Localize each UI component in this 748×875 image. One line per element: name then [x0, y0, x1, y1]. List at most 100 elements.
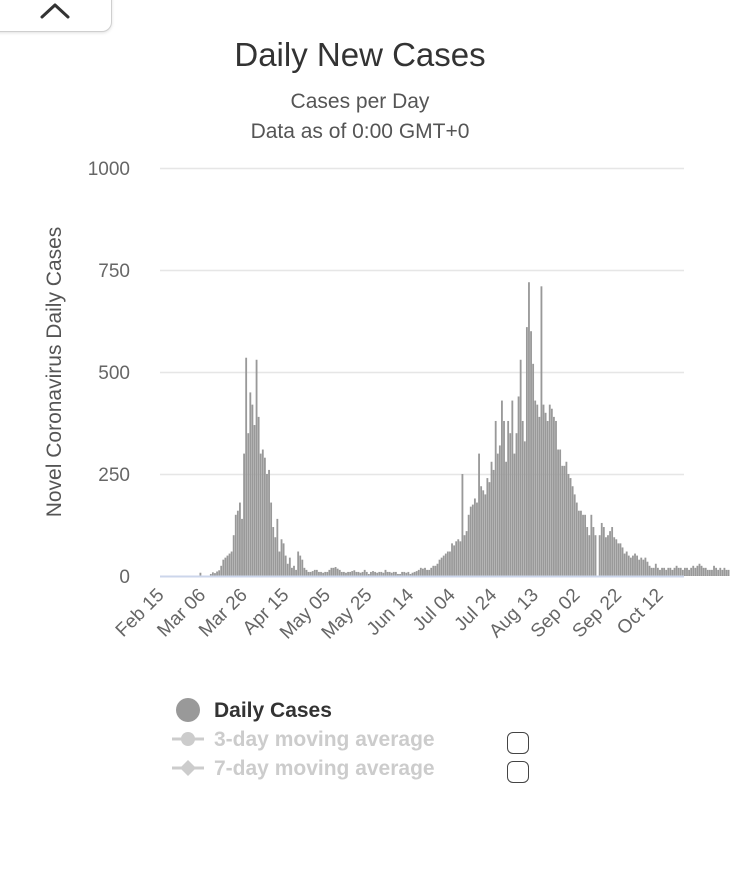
- daily-cases-bar[interactable]: [640, 557, 643, 576]
- daily-cases-bar[interactable]: [332, 567, 335, 576]
- daily-cases-bar[interactable]: [382, 572, 385, 576]
- daily-cases-bar[interactable]: [413, 571, 416, 576]
- daily-cases-bar[interactable]: [611, 527, 614, 576]
- daily-cases-bar[interactable]: [532, 363, 535, 576]
- daily-cases-bar[interactable]: [446, 551, 449, 576]
- daily-cases-bar[interactable]: [613, 537, 616, 576]
- daily-cases-bar[interactable]: [313, 569, 316, 576]
- daily-cases-bar[interactable]: [270, 502, 273, 576]
- daily-cases-bar[interactable]: [715, 567, 718, 576]
- daily-cases-bar[interactable]: [293, 565, 295, 576]
- daily-cases-bar[interactable]: [465, 531, 468, 576]
- daily-cases-bar[interactable]: [659, 569, 661, 576]
- daily-cases-bar[interactable]: [648, 565, 651, 576]
- daily-cases-bar[interactable]: [453, 545, 456, 576]
- daily-cases-bar[interactable]: [461, 474, 464, 576]
- daily-cases-bar[interactable]: [656, 567, 659, 576]
- daily-cases-bar[interactable]: [646, 561, 649, 576]
- daily-cases-bar[interactable]: [484, 494, 487, 576]
- daily-cases-bar[interactable]: [307, 571, 310, 576]
- daily-cases-bar[interactable]: [604, 537, 607, 576]
- daily-cases-bar[interactable]: [426, 569, 428, 576]
- daily-cases-bar[interactable]: [367, 573, 370, 576]
- daily-cases-bar[interactable]: [430, 567, 433, 576]
- daily-cases-bar[interactable]: [355, 571, 358, 576]
- daily-cases-bar[interactable]: [211, 572, 214, 576]
- daily-cases-bar[interactable]: [347, 571, 349, 576]
- daily-cases-bar[interactable]: [357, 571, 360, 576]
- daily-cases-bar[interactable]: [669, 567, 672, 576]
- daily-cases-bar[interactable]: [654, 563, 657, 576]
- daily-cases-bar[interactable]: [681, 569, 684, 576]
- daily-cases-bar[interactable]: [451, 543, 453, 576]
- daily-cases-bar[interactable]: [315, 569, 318, 576]
- daily-cases-bar[interactable]: [694, 567, 697, 576]
- daily-cases-bar[interactable]: [432, 565, 435, 576]
- daily-cases-bar[interactable]: [673, 567, 676, 576]
- legend-item-3-day-average[interactable]: 3-day moving average: [172, 725, 552, 754]
- daily-cases-bar[interactable]: [297, 551, 300, 576]
- daily-cases-bar[interactable]: [563, 465, 566, 576]
- daily-cases-bar[interactable]: [478, 453, 480, 576]
- daily-cases-bar[interactable]: [434, 565, 437, 576]
- daily-cases-bar[interactable]: [378, 571, 381, 576]
- daily-cases-bar[interactable]: [407, 571, 410, 576]
- daily-cases-bar[interactable]: [588, 535, 591, 576]
- daily-cases-bar[interactable]: [679, 567, 682, 576]
- daily-cases-bar[interactable]: [415, 571, 418, 576]
- daily-cases-bar[interactable]: [711, 569, 713, 576]
- daily-cases-bar[interactable]: [663, 567, 666, 576]
- daily-cases-bar[interactable]: [486, 478, 489, 576]
- daily-cases-bar[interactable]: [548, 404, 551, 576]
- daily-cases-bar[interactable]: [397, 573, 399, 576]
- daily-cases-bar[interactable]: [492, 469, 495, 576]
- daily-cases-bar[interactable]: [594, 535, 597, 576]
- daily-cases-bar[interactable]: [380, 571, 383, 576]
- daily-cases-bar[interactable]: [507, 420, 510, 576]
- daily-cases-bar[interactable]: [511, 400, 514, 576]
- daily-cases-bar[interactable]: [704, 567, 707, 576]
- daily-cases-bar[interactable]: [436, 563, 439, 576]
- daily-cases-bar[interactable]: [555, 420, 557, 576]
- daily-cases-bar[interactable]: [542, 404, 545, 576]
- daily-cases-bar[interactable]: [365, 571, 368, 576]
- daily-cases-bar[interactable]: [288, 557, 291, 576]
- daily-cases-bar[interactable]: [243, 453, 245, 576]
- daily-cases-bar[interactable]: [251, 404, 254, 576]
- daily-cases-bar[interactable]: [530, 331, 532, 576]
- daily-cases-bar[interactable]: [627, 555, 630, 576]
- daily-cases-bar[interactable]: [629, 557, 632, 576]
- daily-cases-bar[interactable]: [471, 504, 474, 576]
- daily-cases-bar[interactable]: [498, 445, 501, 576]
- daily-cases-bar[interactable]: [361, 571, 364, 576]
- daily-cases-bar[interactable]: [540, 286, 543, 576]
- daily-cases-bar[interactable]: [322, 572, 325, 576]
- daily-cases-bar[interactable]: [345, 572, 347, 576]
- daily-cases-bar[interactable]: [274, 537, 277, 576]
- daily-cases-bar[interactable]: [422, 568, 424, 576]
- daily-cases-bar[interactable]: [621, 547, 624, 576]
- daily-cases-bar[interactable]: [342, 571, 345, 576]
- daily-cases-bar[interactable]: [496, 453, 499, 576]
- daily-cases-bar[interactable]: [463, 535, 466, 576]
- daily-cases-bar[interactable]: [652, 567, 655, 576]
- daily-cases-bar[interactable]: [336, 568, 339, 576]
- daily-cases-bar[interactable]: [353, 570, 356, 576]
- daily-cases-bar[interactable]: [519, 359, 522, 576]
- daily-cases-bar[interactable]: [268, 469, 270, 576]
- daily-cases-bar[interactable]: [661, 567, 663, 576]
- daily-cases-bar[interactable]: [723, 567, 726, 576]
- daily-cases-bar[interactable]: [692, 565, 695, 576]
- daily-cases-bar[interactable]: [320, 571, 322, 576]
- daily-cases-bar[interactable]: [561, 465, 564, 576]
- daily-cases-bar[interactable]: [309, 571, 312, 576]
- collapse-toggle-button[interactable]: [0, 0, 112, 32]
- daily-cases-bar[interactable]: [544, 412, 547, 576]
- daily-cases-bar[interactable]: [299, 555, 302, 576]
- daily-cases-bar[interactable]: [444, 553, 447, 576]
- daily-cases-bar[interactable]: [550, 408, 553, 576]
- daily-cases-bar[interactable]: [634, 553, 636, 576]
- daily-cases-bar[interactable]: [702, 567, 705, 576]
- daily-cases-bar[interactable]: [632, 555, 634, 576]
- daily-cases-bar[interactable]: [567, 474, 570, 576]
